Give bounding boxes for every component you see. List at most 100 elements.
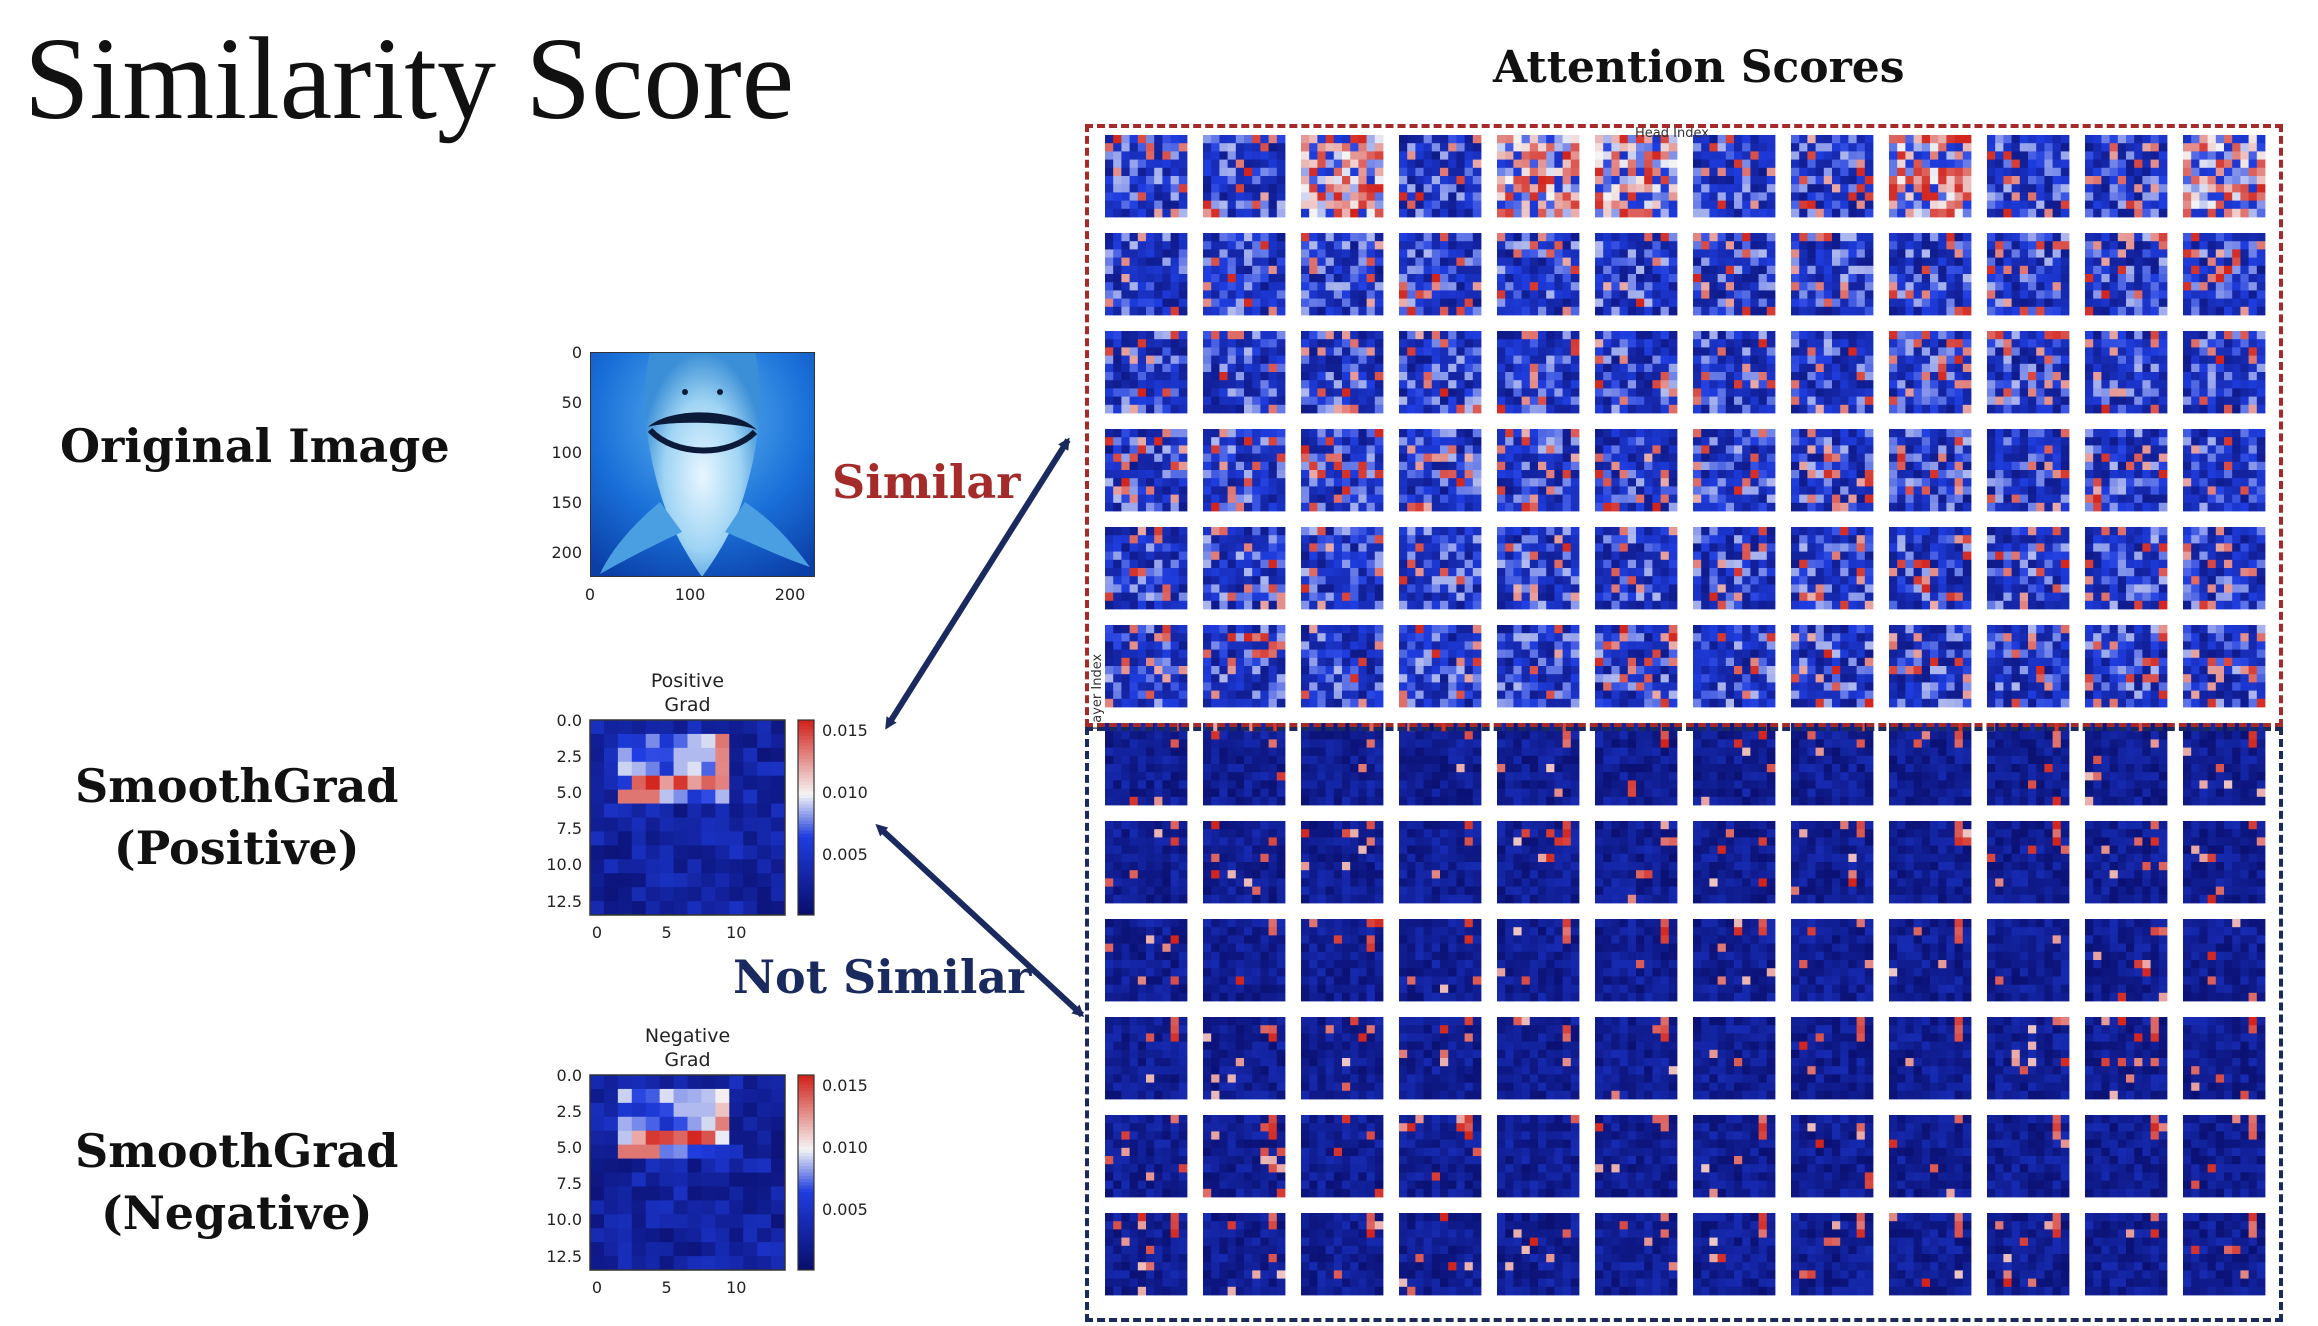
negative_grad-colorbar-step bbox=[798, 1133, 814, 1138]
attention-pixel bbox=[1129, 200, 1139, 210]
label-smoothgrad-positive: SmoothGrad (Positive) bbox=[75, 755, 398, 879]
positive_grad-colorbar-step bbox=[798, 866, 814, 870]
attention-pixel bbox=[1162, 167, 1171, 177]
negative_grad-heat-cell bbox=[757, 1088, 772, 1104]
attention-pixel bbox=[1219, 208, 1228, 218]
positive_grad-heat-cell bbox=[715, 775, 730, 791]
attention-pixel bbox=[1129, 184, 1139, 193]
attention-pixel bbox=[1146, 176, 1155, 185]
negative_grad-heat-cell bbox=[715, 1186, 730, 1201]
attention-pixel bbox=[1154, 135, 1163, 144]
negative_grad-colorbar-step bbox=[798, 1182, 814, 1186]
negative_grad-heat-cell bbox=[631, 1214, 647, 1229]
attention-pixel bbox=[1105, 143, 1114, 152]
attention-pixel bbox=[1448, 184, 1457, 193]
positive_grad-heat-cell bbox=[743, 887, 758, 902]
attention-pixel bbox=[1260, 151, 1269, 160]
attention-pixel bbox=[1423, 192, 1433, 201]
attention-pixel bbox=[1211, 176, 1220, 185]
positive_grad-heat-cell bbox=[757, 887, 772, 902]
attention-pixel bbox=[1211, 143, 1220, 152]
positive_grad-heat-cell bbox=[729, 817, 744, 832]
attention-pixel bbox=[1227, 200, 1237, 210]
attention-pixel bbox=[1203, 167, 1212, 177]
attention-pixel bbox=[1472, 167, 1482, 177]
negative_grad-heat-cell bbox=[603, 1242, 619, 1257]
positive_grad-heat-cell bbox=[617, 887, 633, 902]
positive_grad-heat-cell bbox=[673, 789, 688, 805]
attention-pixel bbox=[1374, 200, 1384, 210]
attention-pixel bbox=[1423, 208, 1433, 218]
attention-pixel bbox=[1513, 135, 1522, 144]
attention-pixel bbox=[1423, 167, 1433, 177]
attention-pixel bbox=[1342, 135, 1351, 144]
attention-pixel bbox=[1276, 208, 1286, 218]
attention-pixel bbox=[1219, 143, 1228, 152]
attention-pixel bbox=[1162, 192, 1171, 201]
negative_grad-heat-cell bbox=[590, 1158, 605, 1173]
attention-pixel bbox=[1113, 135, 1122, 144]
attention-pixel bbox=[1431, 143, 1441, 152]
attention-pixel bbox=[1309, 208, 1318, 218]
attention-pixel bbox=[1342, 167, 1351, 177]
attention-pixel bbox=[1211, 192, 1220, 201]
positive_grad-heat-cell bbox=[771, 747, 786, 763]
attention-pixel bbox=[1146, 184, 1155, 193]
attention-pixel bbox=[1456, 192, 1465, 201]
negative_grad-heat-cell bbox=[673, 1172, 688, 1187]
negative_grad-heat-cell bbox=[673, 1158, 688, 1173]
negative_grad-heat-cell bbox=[757, 1242, 772, 1257]
positive_grad-heat-cell bbox=[659, 775, 675, 791]
negative_grad-heat-cell bbox=[701, 1242, 716, 1257]
attention-pixel bbox=[1162, 208, 1171, 218]
attention-pixel bbox=[1203, 208, 1212, 218]
attention-pixel bbox=[1374, 143, 1384, 152]
attention-pixel bbox=[1317, 176, 1326, 185]
attention-pixel bbox=[1440, 176, 1449, 185]
positive_grad-heat-cell bbox=[771, 831, 786, 846]
negative_grad-heat-cell bbox=[617, 1088, 633, 1104]
attention-pixel bbox=[1178, 135, 1188, 144]
attention-pixel bbox=[1137, 184, 1147, 193]
negative_grad-heat-cell bbox=[617, 1186, 633, 1201]
negative_grad-heat-cell bbox=[603, 1088, 619, 1104]
positive_grad-colorbar-step bbox=[798, 785, 814, 789]
attention-pixel bbox=[1162, 143, 1171, 152]
attention-pixel bbox=[1317, 200, 1326, 210]
attention-pixel bbox=[1399, 151, 1408, 160]
positive_grad-heat-cell bbox=[757, 761, 772, 777]
negative_grad-heat-cell bbox=[645, 1242, 661, 1257]
attention-pixel bbox=[1309, 176, 1318, 185]
attention-pixel bbox=[1431, 184, 1441, 193]
positive_grad-heat-cell bbox=[617, 845, 633, 860]
positive_grad-heat-cell bbox=[771, 873, 786, 888]
attention-pixel bbox=[1260, 192, 1269, 201]
positive_grad-colorbar-step bbox=[798, 720, 814, 724]
attention-pixel bbox=[1399, 143, 1408, 152]
positive_grad-colorbar-step bbox=[798, 791, 814, 796]
negative_grad-heat-cell bbox=[771, 1144, 786, 1160]
attention-pixel bbox=[1170, 192, 1180, 201]
attention-pixel bbox=[1407, 143, 1416, 152]
positive_grad-heat-cell bbox=[673, 901, 688, 916]
attention-pixel bbox=[1211, 167, 1220, 177]
negative_grad-heat-cell bbox=[687, 1200, 702, 1215]
negative_grad-colorbar-step bbox=[798, 1110, 814, 1115]
positive_grad-colorbar-step bbox=[798, 742, 814, 747]
negative_grad-heat-cell bbox=[617, 1075, 633, 1090]
attention-pixel bbox=[1121, 135, 1130, 144]
positive_grad-heat-cell bbox=[771, 761, 786, 777]
attention-pixel bbox=[1325, 208, 1335, 218]
negative_grad-heat-cell bbox=[617, 1256, 633, 1271]
attention-pixel bbox=[1309, 200, 1318, 210]
attention-pixel bbox=[1260, 208, 1269, 218]
positive_grad-heat-cell bbox=[617, 803, 633, 818]
attention-pixel bbox=[1170, 159, 1180, 169]
attention-pixel bbox=[1448, 192, 1457, 201]
positive_grad-heat-cell bbox=[771, 887, 786, 902]
positive_grad-heat-cell bbox=[729, 789, 744, 805]
attention-pixel bbox=[1472, 192, 1482, 201]
positive_grad-heat-cell bbox=[673, 720, 688, 735]
attention-pixel bbox=[1129, 151, 1139, 160]
negative_grad-heat-cell bbox=[771, 1228, 786, 1243]
